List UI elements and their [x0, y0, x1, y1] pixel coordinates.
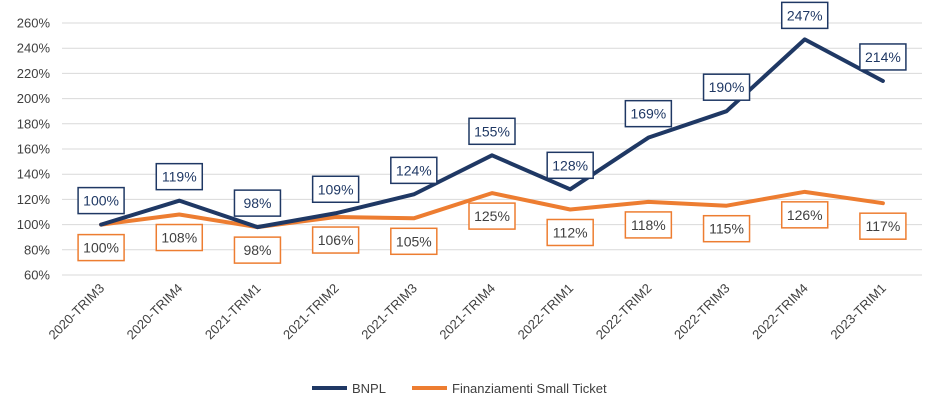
series-lines [99, 37, 885, 230]
y-tick-label: 240% [17, 41, 51, 56]
data-label-text: 106% [318, 232, 354, 248]
data-label-small-ticket: 100% [77, 233, 125, 262]
data-label-box [155, 223, 204, 252]
data-label-box [233, 236, 282, 264]
data-label-box [546, 151, 594, 180]
data-label-box [780, 1, 829, 30]
legend-label-small-ticket: Finanziamenti Small Ticket [452, 381, 607, 396]
x-tick-label: 2021-TRIM4 [436, 281, 498, 343]
series-line-small-ticket [99, 189, 885, 230]
x-tick-label: 2022-TRIM3 [671, 281, 733, 343]
data-label-bnpl: 124% [390, 156, 438, 185]
x-tick-label: 2021-TRIM2 [280, 281, 342, 343]
data-label-box [77, 233, 125, 262]
data-label-box [702, 214, 751, 243]
data-label-small-ticket: 108% [155, 223, 204, 252]
data-label-text: 108% [161, 230, 197, 246]
x-axis-tick-labels: 2020-TRIM3 2020-TRIM4 2021-TRIM1 2021-TRIM2… [46, 281, 890, 343]
data-label-small-ticket: 118% [624, 211, 673, 239]
data-label-box [155, 162, 204, 191]
y-tick-label: 260% [17, 16, 51, 31]
series-line-bnpl [99, 37, 885, 230]
legend-label-bnpl: BNPL [352, 381, 386, 396]
y-tick-label: 160% [17, 142, 51, 157]
data-label-box [624, 99, 673, 128]
x-tick-label: 2022-TRIM1 [515, 281, 577, 343]
data-label-box [702, 73, 751, 101]
y-tick-label: 220% [17, 66, 51, 81]
data-label-bnpl: 119% [155, 162, 204, 191]
y-tick-label: 180% [17, 116, 51, 131]
y-axis-tick-labels: 60% 80% 100% 120% 140% 160% 180% 200% 220% 240% 26… [17, 16, 51, 283]
data-label-text: 105% [396, 233, 432, 249]
x-tick-label: 2022-TRIM2 [593, 281, 655, 343]
legend: BNPL Finanziamenti Small Ticket [312, 381, 607, 396]
x-tick-label: 2023-TRIM1 [827, 281, 889, 343]
data-label-text: 98% [243, 242, 271, 258]
data-label-small-ticket: 98% [233, 236, 282, 264]
data-label-small-ticket: 112% [546, 218, 594, 247]
data-label-text: 128% [552, 157, 588, 173]
data-label-text: 214% [865, 49, 901, 65]
data-label-bnpl: 214% [859, 43, 907, 71]
data-label-text: 118% [631, 217, 666, 233]
y-tick-label: 100% [17, 217, 51, 232]
data-label-box [859, 212, 907, 240]
y-tick-label: 80% [24, 242, 50, 257]
y-tick-label: 120% [17, 192, 51, 207]
data-label-text: 100% [83, 193, 119, 209]
data-label-box [311, 226, 360, 254]
data-label-bnpl: 98% [233, 189, 282, 217]
data-label-bnpl: 128% [546, 151, 594, 180]
data-label-text: 190% [709, 79, 745, 95]
data-label-bnpl: 109% [311, 175, 360, 204]
data-label-box [468, 202, 516, 230]
data-label-text: 155% [474, 123, 510, 139]
data-label-box [546, 218, 594, 247]
data-label-text: 124% [396, 162, 432, 178]
data-label-text: 169% [630, 106, 666, 122]
data-label-bnpl: 100% [77, 186, 125, 215]
data-label-small-ticket: 117% [859, 212, 907, 240]
data-label-text: 100% [83, 240, 119, 256]
x-tick-label: 2020-TRIM4 [124, 281, 186, 343]
y-tick-label: 140% [17, 167, 51, 182]
x-tick-label: 2020-TRIM3 [46, 281, 108, 343]
data-label-text: 247% [787, 7, 823, 23]
y-tick-label: 200% [17, 91, 51, 106]
data-label-bnpl: 169% [624, 99, 673, 128]
data-label-text: 117% [866, 218, 901, 234]
data-label-bnpl: 155% [468, 117, 516, 146]
data-label-small-ticket: 126% [780, 201, 829, 229]
data-label-text: 126% [787, 207, 823, 223]
data-label-box [311, 175, 360, 204]
data-label-text: 115% [709, 221, 744, 237]
data-label-box [468, 117, 516, 146]
data-label-small-ticket: 115% [702, 214, 751, 243]
gridlines [62, 22, 922, 276]
x-tick-label: 2021-TRIM1 [202, 281, 264, 343]
data-label-box [859, 43, 907, 71]
data-label-text: 98% [243, 195, 271, 211]
data-label-bnpl: 190% [702, 73, 751, 101]
data-label-text: 109% [318, 181, 354, 197]
data-label-box [780, 201, 829, 229]
data-label-bnpl: 247% [780, 1, 829, 30]
data-label-small-ticket: 105% [390, 227, 438, 256]
data-label-box [233, 189, 282, 217]
data-label-box [390, 156, 438, 185]
x-tick-label: 2021-TRIM3 [358, 281, 420, 343]
data-label-small-ticket: 125% [468, 202, 516, 230]
data-labels: 100% 119% 98% 109% 124% 155% 128% 169% 190% 247% 2… [77, 1, 907, 264]
data-label-text: 119% [162, 169, 197, 185]
data-label-text: 112% [553, 224, 588, 240]
data-label-box [77, 186, 125, 215]
data-label-small-ticket: 106% [311, 226, 360, 254]
data-label-box [390, 227, 438, 256]
y-tick-label: 60% [24, 268, 50, 283]
x-tick-label: 2022-TRIM4 [749, 281, 811, 343]
data-label-box [624, 211, 673, 239]
data-label-text: 125% [474, 208, 510, 224]
